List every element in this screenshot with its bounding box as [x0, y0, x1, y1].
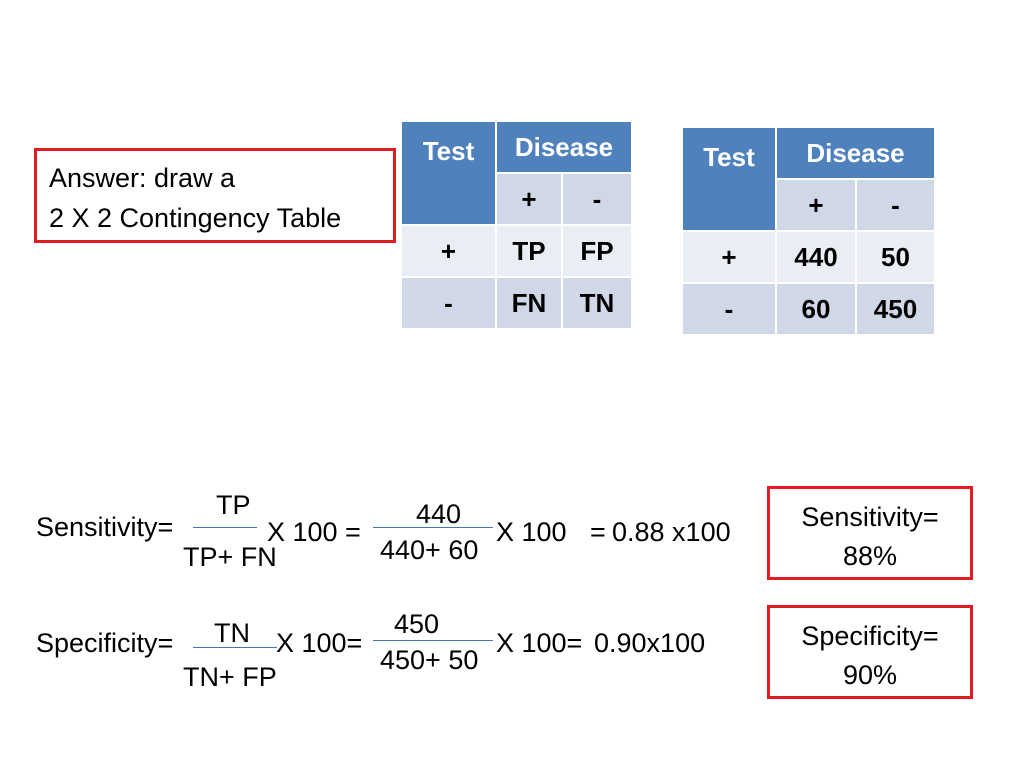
col-negative: -: [857, 180, 934, 230]
specificity-numerator-value: 450: [394, 609, 440, 639]
specificity-numerator-symbolic: TN: [214, 618, 250, 648]
disease-header: Disease: [777, 128, 934, 178]
answer-line-2: 2 X 2 Contingency Table: [49, 203, 342, 233]
sensitivity-label: Sensitivity=: [36, 512, 174, 542]
contingency-table-symbolic: Test Disease + - + TP FP - FN TN: [400, 120, 633, 330]
specificity-box-line-1: Specificity=: [801, 621, 939, 651]
row-negative: -: [402, 278, 495, 328]
cell-fn: FN: [497, 278, 561, 328]
sensitivity-result-box: Sensitivity= 88%: [767, 486, 973, 580]
sensitivity-x100-2: X 100: [496, 517, 567, 547]
disease-header: Disease: [497, 122, 631, 172]
specificity-x100-2: X 100=: [496, 628, 583, 658]
cell-tp: 440: [777, 232, 855, 282]
cell-tn: TN: [563, 278, 631, 328]
sensitivity-denominator-value: 440+ 60: [380, 535, 479, 565]
cell-fn: 60: [777, 284, 855, 334]
row-positive: +: [402, 226, 495, 276]
col-positive: +: [777, 180, 855, 230]
contingency-table-numeric: Test Disease + - + 440 50 - 60 450: [681, 126, 936, 336]
sensitivity-box-line-2: 88%: [842, 541, 898, 571]
sensitivity-result: 0.88 x100: [612, 517, 731, 547]
cell-tp: TP: [497, 226, 561, 276]
fraction-line: [193, 527, 257, 528]
specificity-result: 0.90x100: [594, 628, 706, 658]
fraction-line: [373, 640, 493, 641]
specificity-denominator-symbolic: TN+ FP: [183, 662, 277, 692]
sensitivity-denominator-symbolic: TP+ FN: [183, 542, 277, 572]
answer-box: Answer: draw a 2 X 2 Contingency Table: [34, 148, 396, 243]
fraction-line: [373, 527, 493, 528]
specificity-denominator-value: 450+ 50: [380, 645, 479, 675]
specificity-label: Specificity=: [36, 628, 174, 658]
col-positive: +: [497, 174, 561, 224]
specificity-box-line-2: 90%: [842, 660, 898, 690]
cell-tn: 450: [857, 284, 934, 334]
sensitivity-box-line-1: Sensitivity=: [801, 502, 939, 532]
fraction-line: [193, 647, 277, 648]
sensitivity-x100-1: X 100 =: [267, 517, 361, 547]
col-negative: -: [563, 174, 631, 224]
specificity-result-box: Specificity= 90%: [767, 605, 973, 699]
sensitivity-numerator-symbolic: TP: [216, 490, 251, 520]
row-positive: +: [683, 232, 775, 282]
row-negative: -: [683, 284, 775, 334]
cell-fp: 50: [857, 232, 934, 282]
sensitivity-numerator-value: 440: [416, 499, 462, 529]
sensitivity-equals: =: [590, 517, 606, 547]
specificity-x100-1: X 100=: [276, 628, 363, 658]
test-header: Test: [402, 122, 495, 224]
cell-fp: FP: [563, 226, 631, 276]
test-header: Test: [683, 128, 775, 230]
answer-line-1: Answer: draw a: [49, 163, 236, 193]
